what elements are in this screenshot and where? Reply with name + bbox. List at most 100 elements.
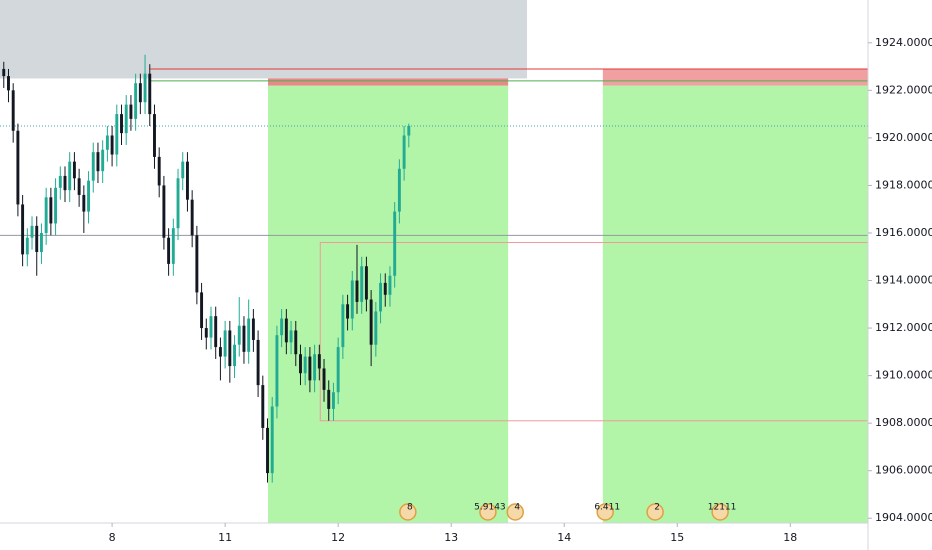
candle-body xyxy=(294,330,298,355)
candle-body xyxy=(124,104,128,134)
candle-body xyxy=(237,325,241,345)
candle-body xyxy=(185,161,189,200)
candle-body xyxy=(233,344,237,367)
candle-body xyxy=(44,197,48,233)
y-tick-label: 1914.00000 xyxy=(875,274,932,287)
candle-body xyxy=(313,354,317,381)
candle-body xyxy=(327,389,331,409)
event-label: 5.9143 xyxy=(474,503,506,513)
event-marker[interactable]: 5.9143 xyxy=(474,503,506,521)
candle-body xyxy=(115,114,119,155)
candle-body xyxy=(341,304,345,348)
candle-body xyxy=(209,316,213,338)
plot-area: 8 5.9143 4 6.411 2 12111 xyxy=(0,0,868,523)
candle-body xyxy=(176,178,180,229)
candle-body xyxy=(393,211,397,276)
candle-body xyxy=(331,392,335,409)
candle-body xyxy=(228,330,232,367)
candle-body xyxy=(299,354,302,374)
event-marker[interactable]: 2 xyxy=(646,503,664,521)
candle-body xyxy=(11,90,15,131)
candle-body xyxy=(322,368,326,390)
candle-body xyxy=(379,282,383,312)
zone xyxy=(602,85,868,523)
candle-body xyxy=(317,354,321,369)
candle-body xyxy=(251,318,255,340)
candle-body xyxy=(138,83,142,103)
candle-body xyxy=(58,175,62,188)
candle-body xyxy=(336,347,340,393)
candle-body xyxy=(77,178,81,195)
candle-body xyxy=(270,406,274,474)
candle-body xyxy=(134,83,138,119)
candle-body xyxy=(25,237,29,255)
candle-body xyxy=(195,235,199,293)
candle-body xyxy=(35,225,39,252)
event-label: 6.411 xyxy=(594,503,620,513)
x-tick-label: 8 xyxy=(109,531,116,544)
candle-body xyxy=(218,347,222,357)
candle-body xyxy=(153,114,156,157)
candle-body xyxy=(360,266,364,302)
event-icon xyxy=(596,503,614,521)
candle-body xyxy=(129,104,133,119)
candle-body xyxy=(63,175,67,191)
candle-body xyxy=(256,339,260,386)
candle-body xyxy=(346,304,350,319)
candle-body xyxy=(308,356,312,381)
candle-body xyxy=(101,149,105,172)
candle-body xyxy=(261,385,265,428)
event-label: 12111 xyxy=(708,503,737,513)
event-label: 8 xyxy=(407,503,413,513)
event-icon xyxy=(479,503,497,521)
candle-body xyxy=(171,228,175,264)
candle-body xyxy=(190,199,194,236)
candle-body xyxy=(21,204,25,255)
candle-body xyxy=(280,318,284,336)
y-tick-label: 1922.00000 xyxy=(875,83,932,96)
zone xyxy=(602,68,868,86)
candle-body xyxy=(30,225,34,238)
candle-body xyxy=(91,152,95,181)
event-icon xyxy=(711,503,729,521)
event-icon xyxy=(399,503,417,521)
x-tick-label: 12 xyxy=(331,531,345,544)
event-icon xyxy=(646,503,664,521)
event-marker[interactable]: 6.411 xyxy=(594,503,620,521)
candle-body xyxy=(397,168,401,212)
candle-body xyxy=(167,237,171,264)
candle-body xyxy=(120,114,123,134)
candle-body xyxy=(247,318,251,352)
candle-body xyxy=(7,76,10,91)
y-tick-label: 1924.00000 xyxy=(875,36,932,49)
y-tick-label: 1918.00000 xyxy=(875,178,932,191)
x-tick-label: 13 xyxy=(444,531,458,544)
candle-body xyxy=(143,73,147,103)
event-icon xyxy=(506,503,524,521)
candle-body xyxy=(388,275,392,295)
x-tick-label: 15 xyxy=(670,531,684,544)
candle-body xyxy=(242,325,246,352)
candle-body xyxy=(350,280,354,319)
y-tick-label: 1908.00000 xyxy=(875,416,932,429)
candle-body xyxy=(204,328,208,338)
event-marker[interactable]: 12111 xyxy=(708,503,737,521)
event-label: 2 xyxy=(654,503,660,513)
candle-body xyxy=(54,187,58,224)
candle-body xyxy=(369,299,373,345)
candle-body xyxy=(148,73,152,115)
candle-body xyxy=(200,292,204,329)
candle-body xyxy=(275,335,279,407)
candle-body xyxy=(355,280,359,302)
event-marker[interactable]: 4 xyxy=(506,503,524,521)
range-box xyxy=(319,241,868,422)
candle-body xyxy=(68,161,72,191)
x-tick-label: 14 xyxy=(557,531,571,544)
x-tick-label: 11 xyxy=(218,531,232,544)
event-marker[interactable]: 8 xyxy=(399,503,417,521)
candle-body xyxy=(223,330,227,357)
candle-body xyxy=(96,152,100,172)
candle-body xyxy=(72,161,76,179)
candle-body xyxy=(49,197,53,224)
